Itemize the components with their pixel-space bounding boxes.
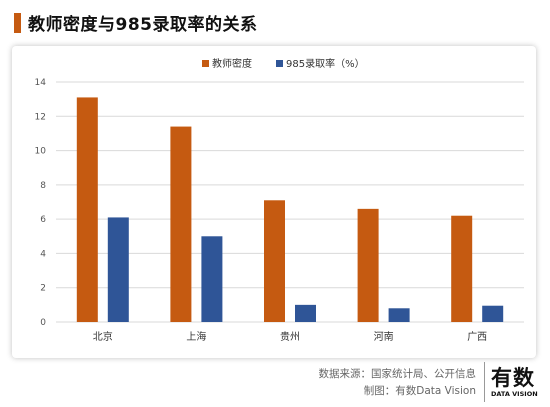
chart-panel: 0 2 4 6 8 10 12 14 北京 上海 贵州 河南 广西 教师密度 985录取率（%） [12,46,536,358]
legend: 教师密度 985录取率（%） [202,57,365,70]
y-tick-label: 2 [40,284,46,294]
x-tick-label: 贵州 [280,330,300,343]
bar-admission-rate [295,304,316,322]
x-axis: 北京 上海 贵州 河南 广西 [93,330,487,343]
bar-admission-rate [482,305,504,322]
brand-logo: 有数 DATA VISION [484,362,541,402]
page-title: 教师密度与985录取率的关系 [28,15,258,35]
bar-teacher-density [357,208,379,322]
bar-admission-rate [107,217,129,322]
title-accent-bar [14,13,21,33]
legend-swatch [276,60,283,67]
bar-admission-rate [388,308,410,322]
x-tick-label: 上海 [186,330,206,343]
brand-name: 有数 [491,366,535,390]
y-tick-label: 4 [40,249,46,259]
bar-chart: 0 2 4 6 8 10 12 14 北京 上海 贵州 河南 广西 教师密度 985录取率（%） [35,57,524,343]
bars [76,97,504,322]
credit-note: 制图：有数Data Vision [363,385,476,397]
y-tick-label: 8 [40,181,46,191]
y-axis: 0 2 4 6 8 10 12 14 [35,78,47,328]
x-tick-label: 河南 [374,330,394,343]
brand-subtitle: DATA VISION [491,390,538,398]
header: 教师密度与985录取率的关系 [0,0,550,44]
bar-teacher-density [76,97,98,322]
source-note: 数据来源：国家统计局、公开信息 [318,368,477,380]
legend-swatch [202,60,209,67]
grid-lines [56,81,524,323]
y-tick-label: 14 [35,78,47,88]
x-tick-label: 广西 [467,331,487,343]
footer: 数据来源：国家统计局、公开信息 制图：有数Data Vision [319,366,477,400]
y-tick-label: 10 [35,147,47,157]
bar-teacher-density [451,215,473,322]
y-tick-label: 6 [40,215,46,225]
y-tick-label: 12 [35,112,46,122]
bar-admission-rate [201,236,223,322]
x-tick-label: 北京 [93,330,113,343]
bar-teacher-density [264,200,285,322]
legend-label: 教师密度 [212,57,252,70]
legend-label: 985录取率（%） [286,57,365,70]
y-tick-label: 0 [40,318,46,328]
bar-teacher-density [170,126,192,322]
